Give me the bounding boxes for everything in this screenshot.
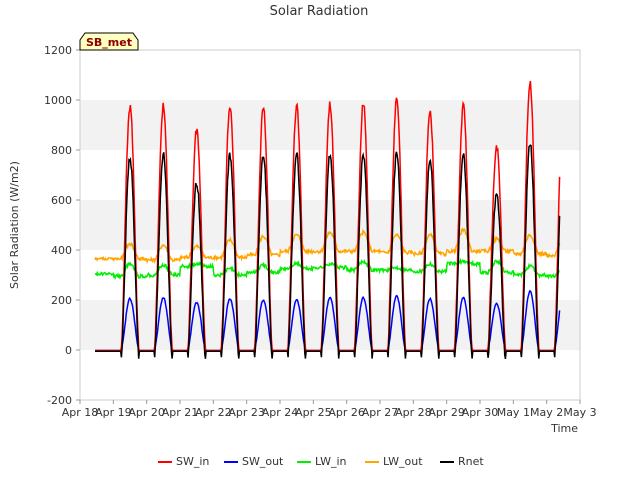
x-tick-label: May 3 xyxy=(563,406,596,419)
y-tick-label: 1000 xyxy=(44,94,72,107)
legend: SW_in SW_out LW_in LW_out Rnet xyxy=(158,455,484,468)
x-tick-label: Apr 21 xyxy=(162,406,199,419)
legend-label: SW_in xyxy=(176,455,209,468)
y-axis-label: Solar Radiation (W/m2) xyxy=(8,161,21,289)
x-tick-label: Apr 29 xyxy=(428,406,465,419)
background-bands xyxy=(80,50,580,400)
y-tick-label: 400 xyxy=(51,244,72,257)
x-tick-label: May 2 xyxy=(530,406,563,419)
grid-band xyxy=(80,350,580,400)
x-tick-label: Apr 22 xyxy=(195,406,232,419)
legend-label: LW_in xyxy=(315,455,347,468)
station-badge-label: SB_met xyxy=(86,36,132,49)
x-tick-label: Apr 20 xyxy=(128,406,165,419)
y-tick-label: 1200 xyxy=(44,44,72,57)
x-tick-label: Apr 18 xyxy=(62,406,99,419)
x-tick-label: Apr 25 xyxy=(295,406,332,419)
chart-title: Solar Radiation xyxy=(270,4,369,19)
plot-frame xyxy=(79,49,581,401)
grid-band xyxy=(80,300,580,350)
y-tick-label: 0 xyxy=(65,344,72,357)
x-tick-label: Apr 24 xyxy=(262,406,299,419)
y-tick-label: 600 xyxy=(51,194,72,207)
x-axis-label: Time xyxy=(550,422,578,435)
x-tick-label: Apr 28 xyxy=(395,406,432,419)
legend-label: LW_out xyxy=(383,455,423,468)
series-line-lw-in xyxy=(94,257,560,281)
legend-label: SW_out xyxy=(242,455,284,468)
series-line-lw-out xyxy=(94,227,561,265)
x-tick-label: Apr 23 xyxy=(228,406,265,419)
x-tick-label: Apr 27 xyxy=(362,406,399,419)
x-tick-label: Apr 30 xyxy=(462,406,499,419)
grid-band xyxy=(80,200,580,250)
x-tick-label: Apr 26 xyxy=(328,406,365,419)
y-axis: -200 0 200 400 600 800 1000 1200 xyxy=(44,44,80,407)
series-line-sw-in xyxy=(95,80,561,352)
series-line-rnet xyxy=(95,144,561,360)
station-badge-box xyxy=(79,32,139,51)
grid-band xyxy=(80,250,580,300)
y-tick-label: 200 xyxy=(51,294,72,307)
y-tick-label: 800 xyxy=(51,144,72,157)
series-lines xyxy=(94,80,561,360)
station-badge: SB_met xyxy=(79,32,139,51)
y-tick-label: -200 xyxy=(47,394,72,407)
legend-label: Rnet xyxy=(458,455,484,468)
grid-band xyxy=(80,50,580,100)
x-tick-label: May 1 xyxy=(497,406,530,419)
x-tick-label: Apr 19 xyxy=(95,406,132,419)
